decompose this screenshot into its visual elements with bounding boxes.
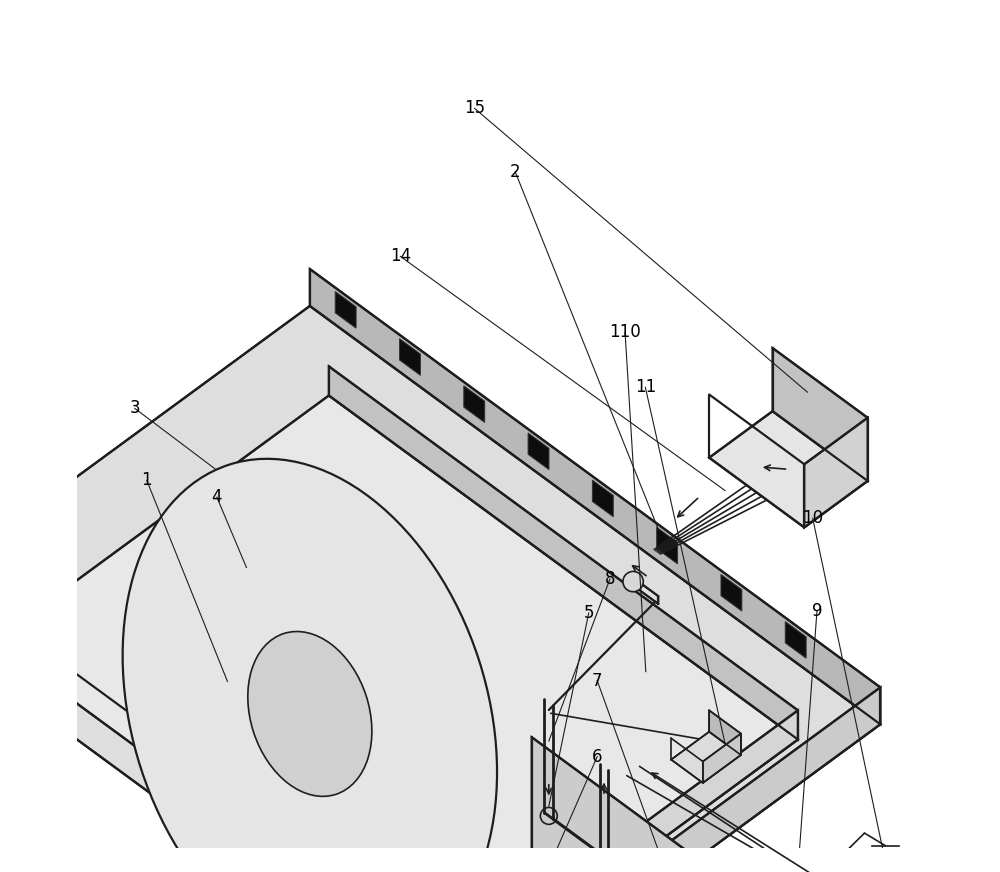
Polygon shape	[468, 687, 880, 872]
Text: 7: 7	[592, 671, 602, 690]
Text: 2: 2	[510, 163, 521, 181]
Circle shape	[623, 571, 643, 592]
Text: 3: 3	[130, 399, 140, 418]
Polygon shape	[462, 711, 798, 872]
Text: 10: 10	[802, 509, 823, 528]
Text: 6: 6	[592, 747, 602, 766]
Polygon shape	[785, 622, 806, 658]
Polygon shape	[0, 306, 880, 872]
Polygon shape	[528, 433, 549, 470]
Polygon shape	[335, 291, 356, 328]
Polygon shape	[399, 338, 420, 375]
Text: 11: 11	[635, 378, 656, 397]
Text: 4: 4	[212, 488, 222, 507]
Polygon shape	[671, 732, 741, 783]
Text: 1: 1	[141, 471, 152, 489]
Ellipse shape	[248, 631, 372, 796]
Polygon shape	[721, 575, 742, 611]
Polygon shape	[532, 737, 741, 872]
Polygon shape	[657, 528, 678, 564]
Polygon shape	[709, 711, 741, 755]
Polygon shape	[773, 348, 868, 481]
Text: 5: 5	[583, 604, 594, 622]
Polygon shape	[329, 366, 798, 739]
Text: 9: 9	[812, 603, 822, 620]
Polygon shape	[804, 418, 868, 528]
Text: 14: 14	[390, 248, 411, 265]
Ellipse shape	[123, 459, 497, 872]
Polygon shape	[0, 396, 798, 872]
Polygon shape	[709, 412, 868, 528]
Polygon shape	[592, 480, 613, 517]
Polygon shape	[633, 577, 658, 604]
Polygon shape	[703, 733, 741, 783]
Text: 15: 15	[464, 99, 485, 118]
Polygon shape	[464, 385, 485, 423]
Polygon shape	[804, 855, 880, 872]
Text: 8: 8	[605, 570, 615, 589]
Text: 110: 110	[609, 324, 641, 342]
Polygon shape	[310, 269, 880, 725]
